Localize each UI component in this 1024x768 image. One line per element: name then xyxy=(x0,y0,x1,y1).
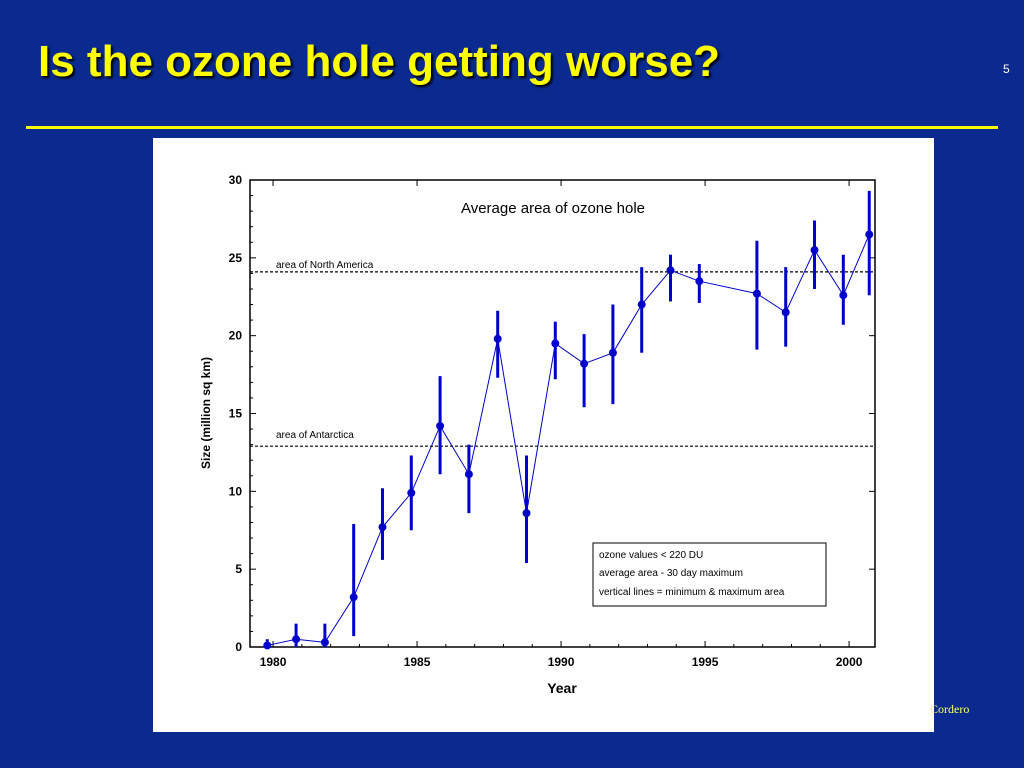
data-point xyxy=(810,246,819,255)
data-point xyxy=(608,348,617,357)
slide-title: Is the ozone hole getting worse? xyxy=(38,37,721,86)
data-point xyxy=(666,266,675,275)
x-tick-label: 1990 xyxy=(548,655,575,669)
x-tick-label: 1995 xyxy=(692,655,719,669)
y-axis-label: Size (million sq km) xyxy=(199,357,213,469)
data-point xyxy=(493,334,502,343)
data-point xyxy=(464,470,473,479)
data-point xyxy=(378,523,387,532)
x-tick-label: 1980 xyxy=(260,655,287,669)
ref-label-north-america: area of North America xyxy=(276,260,374,271)
y-tick-label: 15 xyxy=(229,407,243,421)
data-point xyxy=(752,289,761,298)
data-point xyxy=(637,300,646,309)
y-tick-label: 5 xyxy=(235,562,242,576)
ozone-chart: Average area of ozone hole Year Size (mi… xyxy=(199,173,876,696)
chart-panel: Average area of ozone hole Year Size (mi… xyxy=(153,138,934,732)
legend-line-2: average area - 30 day maximum xyxy=(599,568,743,579)
data-point xyxy=(839,291,848,300)
legend-box xyxy=(592,542,827,607)
data-point xyxy=(695,277,704,286)
x-tick-label: 2000 xyxy=(836,655,863,669)
data-point xyxy=(522,509,531,518)
legend-line-3: vertical lines = minimum & maximum area xyxy=(599,587,785,598)
y-tick-label: 30 xyxy=(229,173,243,187)
data-point xyxy=(865,230,874,239)
data-point xyxy=(551,339,560,348)
data-point xyxy=(407,488,416,497)
data-point xyxy=(349,593,358,602)
data-point xyxy=(781,308,790,317)
credit-text: Cordero xyxy=(930,702,970,716)
x-axis-label: Year xyxy=(547,680,577,696)
ref-label-antarctica: area of Antarctica xyxy=(276,430,354,441)
data-point xyxy=(436,421,445,430)
y-tick-label: 25 xyxy=(229,251,243,265)
y-tick-label: 20 xyxy=(229,329,243,343)
y-tick-label: 10 xyxy=(229,484,243,498)
x-tick-label: 1985 xyxy=(404,655,431,669)
legend-line-1: ozone values < 220 DU xyxy=(599,550,703,561)
title-divider xyxy=(26,126,998,129)
slide-number: 5 xyxy=(1003,62,1010,76)
data-point xyxy=(320,638,329,647)
chart-title: Average area of ozone hole xyxy=(461,200,645,217)
data-point xyxy=(292,635,301,644)
y-tick-label: 0 xyxy=(235,640,242,654)
data-point xyxy=(263,641,272,650)
data-point xyxy=(580,359,589,368)
